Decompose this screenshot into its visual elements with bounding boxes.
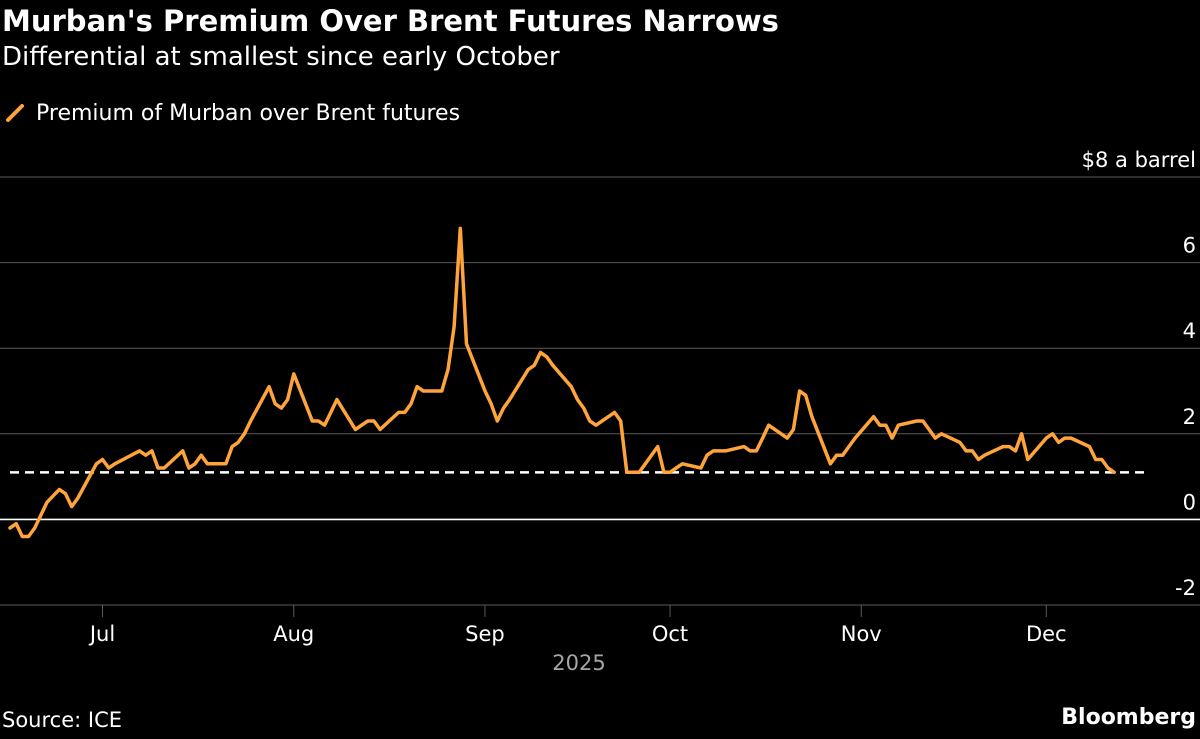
source-note: Source: ICE <box>2 708 123 732</box>
legend-label: Premium of Murban over Brent futures <box>36 100 461 126</box>
y-tick-label: 0 <box>1183 490 1196 514</box>
x-year-label: 2025 <box>552 651 605 675</box>
x-tick-label: Nov <box>841 622 882 646</box>
y-tick-label: 6 <box>1183 234 1196 258</box>
chart-subtitle: Differential at smallest since early Oct… <box>2 42 560 72</box>
x-tick-label: Aug <box>273 622 314 646</box>
chart-title: Murban's Premium Over Brent Futures Narr… <box>2 4 779 38</box>
x-tick-label: Sep <box>465 622 505 646</box>
series-line <box>8 226 1116 539</box>
y-tick-label: 2 <box>1183 405 1196 429</box>
legend-swatch-icon <box>6 104 24 122</box>
y-tick-label: $8 a barrel <box>1082 148 1196 172</box>
legend: Premium of Murban over Brent futures <box>4 98 460 128</box>
y-tick-label: 4 <box>1183 319 1196 343</box>
y-tick-label: -2 <box>1175 576 1196 600</box>
brand-logo: Bloomberg <box>1061 705 1196 730</box>
x-tick-label: Dec <box>1026 622 1067 646</box>
x-tick-label: Jul <box>88 622 115 646</box>
x-tick-label: Oct <box>652 622 688 646</box>
